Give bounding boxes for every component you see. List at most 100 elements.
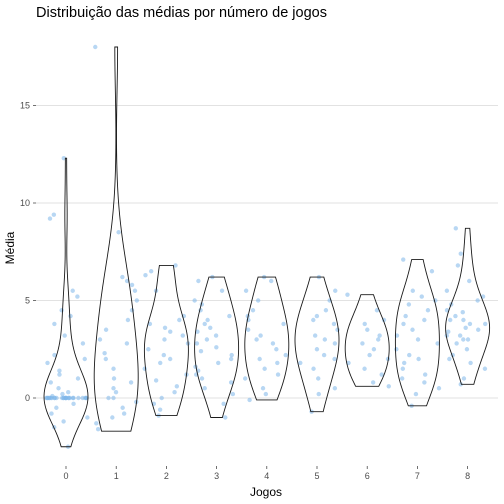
point-3-19 [202,321,207,327]
point-7-18 [425,308,431,313]
point-5-2 [332,386,338,391]
point-5-13 [331,321,337,327]
point-0-16 [71,395,76,401]
point-8-3 [468,360,473,366]
point-2-12 [146,347,151,352]
violin-6 [344,294,390,387]
point-3-5 [199,376,205,381]
x-axis-ticks: 0 1 2 3 4 5 6 7 8 [63,466,470,481]
point-0-18 [66,395,71,401]
point-0-46 [62,333,67,338]
point-8-14 [463,325,468,330]
point-4-6 [275,360,280,366]
point-4-18 [255,298,261,303]
point-2-24 [173,263,178,268]
point-5-14 [311,317,316,323]
point-7-24 [401,257,406,262]
point-3-11 [229,352,234,358]
point-2-11 [161,352,167,358]
violin-7 [394,259,440,407]
point-4-20 [269,278,274,284]
point-8-28 [458,251,463,256]
point-2-5 [174,384,180,389]
point-4-13 [245,327,251,332]
point-7-7 [402,360,407,366]
point-4-4 [275,372,281,377]
x-tick-label-4: 4 [264,471,269,481]
point-6-12 [362,321,367,327]
point-8-12 [446,329,451,334]
point-5-18 [333,288,338,293]
point-3-21 [227,313,232,319]
point-7-17 [403,313,408,319]
point-6-10 [377,333,382,338]
x-tick-label-8: 8 [465,471,470,481]
point-4-3 [242,376,248,381]
point-0-41 [57,368,62,373]
violin-1 [93,46,139,432]
point-0-37 [56,386,61,391]
point-3-20 [205,317,210,323]
point-3-10 [228,356,234,362]
point-1-6 [106,395,111,401]
point-4-5 [262,366,267,371]
point-0-51 [70,288,75,293]
y-axis-ticks: 0 5 10 15 [20,101,36,403]
point-5-10 [322,337,328,342]
point-8-18 [461,317,466,323]
x-tick-label-6: 6 [365,471,370,481]
point-3-14 [194,341,200,346]
point-4-17 [250,308,256,313]
point-8-20 [460,310,465,315]
point-7-10 [394,347,399,352]
point-6-15 [345,292,350,297]
point-8-15 [467,321,473,327]
point-7-2 [436,386,442,391]
point-1-2 [110,415,115,420]
point-0-28 [60,391,65,397]
point-3-0 [223,415,228,420]
point-0-48 [68,313,73,319]
point-4-9 [274,347,279,352]
point-8-29 [453,226,458,231]
chart-title: Distribuição das médias por número de jo… [36,5,327,21]
point-1-26 [93,44,98,50]
point-0-44 [52,352,57,358]
point-5-7 [321,352,327,358]
point-6-7 [371,347,377,352]
point-1-14 [102,350,107,356]
point-3-18 [208,325,213,330]
point-8-27 [455,263,461,268]
point-2-17 [162,325,168,330]
point-0-30 [71,401,76,407]
y-tick-label-15: 15 [20,101,30,111]
point-4-12 [258,333,263,338]
point-7-16 [422,317,427,323]
point-7-8 [416,356,421,362]
violin-8 [445,227,491,385]
point-8-19 [453,313,458,319]
point-0-49 [59,308,64,313]
point-7-9 [407,352,412,358]
point-0-21 [44,395,49,401]
point-8-0 [458,382,463,387]
point-0-25 [61,395,66,401]
violin-5 [294,276,340,413]
point-1-17 [103,327,109,332]
y-tick-label-0: 0 [25,393,30,403]
violin-2 [143,264,189,416]
point-1-16 [97,337,103,342]
point-0-42 [45,360,50,366]
point-0-34 [61,419,66,424]
point-6-0 [386,384,391,389]
point-1-1 [94,421,99,426]
point-7-14 [410,327,415,332]
point-3-9 [216,360,221,366]
point-7-12 [415,337,421,342]
point-1-13 [103,356,109,362]
gridlines [36,105,498,399]
point-1-25 [116,230,121,235]
point-8-23 [475,298,480,303]
point-5-3 [316,376,321,381]
point-4-1 [263,391,269,397]
